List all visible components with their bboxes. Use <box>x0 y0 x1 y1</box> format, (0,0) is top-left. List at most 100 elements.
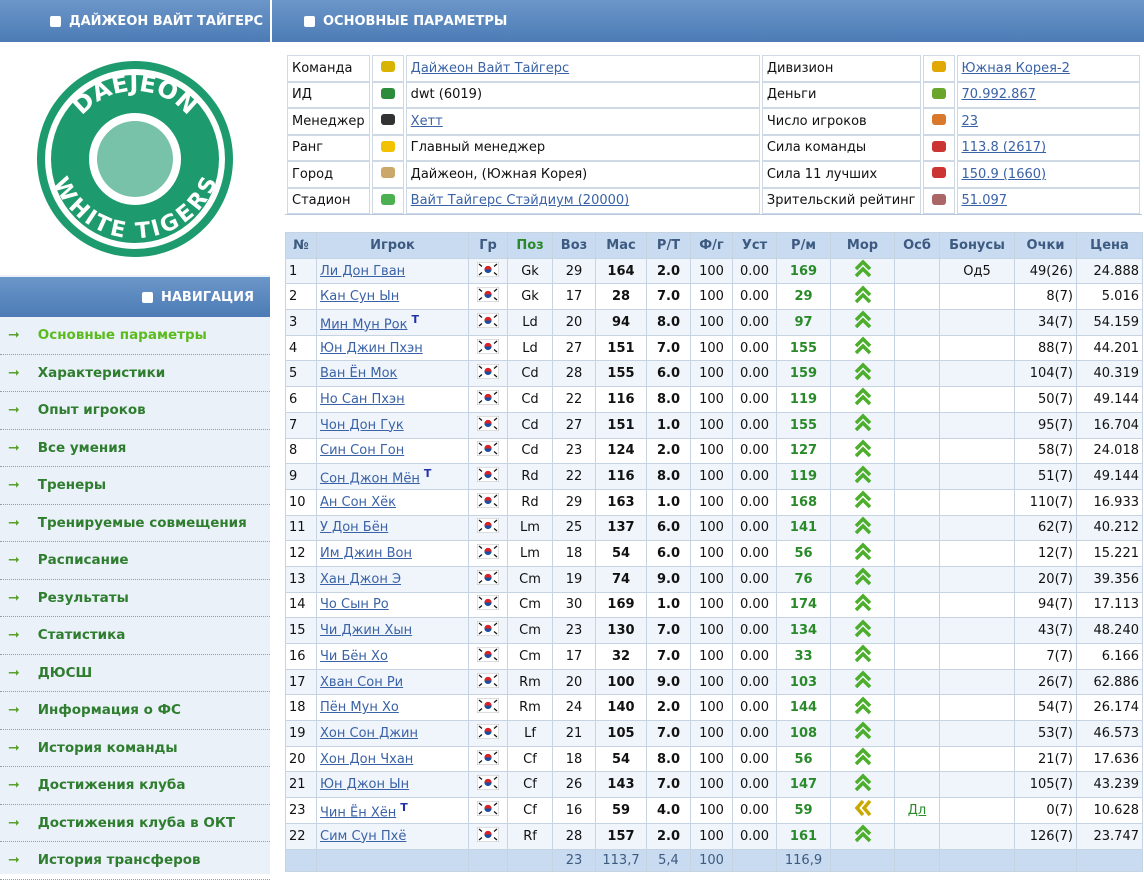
cell-text: 169 <box>607 597 635 613</box>
cell-price: 26.174 <box>1076 694 1143 722</box>
cell-text: 21 <box>565 725 583 741</box>
flag-icon <box>476 338 500 355</box>
info-row: Стадион Вайт Тайгерс Стэйдиум (20000) Зрит… <box>287 187 1140 214</box>
player-link[interactable]: Ван Ён Мок <box>320 366 398 382</box>
icon-image <box>380 87 395 99</box>
cell-mas: 54 <box>595 540 647 567</box>
player-link[interactable]: Хон Дон Чхан <box>320 751 414 767</box>
cell-text: 50(7) <box>1038 391 1073 407</box>
cell-text: 19 <box>565 571 583 587</box>
cell-text: 17 <box>565 648 583 664</box>
player-link[interactable]: Ли Дон Гван <box>320 263 406 279</box>
info-link[interactable]: 23 <box>961 113 979 129</box>
cell-osb <box>894 360 940 388</box>
cell-text: 1.0 <box>656 494 681 510</box>
info-link[interactable]: Южная Корея-2 <box>961 60 1070 76</box>
cell-text: Ld <box>522 340 538 356</box>
cell-rm: 76 <box>776 565 831 593</box>
nav-item[interactable]: ➞ Опыт игроков <box>0 392 270 430</box>
player-link[interactable]: Но Сан Пхэн <box>320 391 405 407</box>
info-link[interactable]: Хетт <box>410 113 443 129</box>
cell-osb <box>894 643 940 670</box>
nav-item[interactable]: ➞ Статистика <box>0 617 270 655</box>
cell-rt: 7.0 <box>646 617 691 644</box>
info-link[interactable]: Дайжеон Вайт Тайгерс <box>410 60 570 76</box>
cell-text: 23 <box>289 802 306 818</box>
nav-item[interactable]: ➞ История команды <box>0 730 270 767</box>
player-link[interactable]: Чо Сын Ро <box>320 597 389 613</box>
cell-osb <box>894 771 940 799</box>
cell-n: 3 <box>285 309 317 336</box>
player-link[interactable]: Юн Джон Ын <box>320 777 410 793</box>
nav-item[interactable]: ➞ Результаты <box>0 580 270 617</box>
cell-text: 8.0 <box>656 391 681 407</box>
player-link[interactable]: Чи Бён Хо <box>320 648 388 664</box>
cell-bonus <box>939 334 1015 362</box>
icon-image <box>380 167 395 179</box>
info-link[interactable]: 70.992.867 <box>961 87 1036 103</box>
info-value: 70.992.867 <box>956 81 1140 108</box>
column-header: Ф/г <box>690 232 733 259</box>
player-row: 16 Чи Бён Хо Cm 17 32 7.0 100 0.00 33 7(7) 6.166 <box>285 643 1143 670</box>
player-link[interactable]: Хван Сон Ри <box>320 674 404 690</box>
nav-item[interactable]: ➞ Достижения клуба <box>0 767 270 805</box>
player-link[interactable]: Кан Сун Ын <box>320 289 400 305</box>
cell-text: 168 <box>789 494 818 510</box>
player-link[interactable]: Им Джин Вон <box>320 546 412 562</box>
cell-text: Cf <box>523 802 537 818</box>
nav-item[interactable]: ➞ Тренеры <box>0 467 270 505</box>
nav-item[interactable]: ➞ Информация о ФС <box>0 692 270 730</box>
info-link[interactable]: 51.097 <box>961 193 1008 209</box>
status-link[interactable]: Дл <box>907 802 927 818</box>
morale-icon <box>854 696 871 714</box>
cell-text: 22 <box>565 469 583 485</box>
cell-bonus <box>939 617 1015 644</box>
nav-item[interactable]: ➞ Характеристики <box>0 355 270 392</box>
player-link[interactable]: Мин Мун Рок <box>320 317 408 333</box>
cell-price: 23.747 <box>1076 822 1143 850</box>
info-link[interactable]: 113.8 (2617) <box>961 140 1047 156</box>
player-link[interactable]: Чин Ён Хён <box>320 805 397 821</box>
nav-item[interactable]: ➞ ДЮСШ <box>0 655 270 692</box>
cell-text: 0.00 <box>740 725 769 741</box>
cell-name: Ван Ён Мок <box>316 360 469 388</box>
player-link[interactable]: Пён Мун Хо <box>320 700 399 716</box>
cell-bonus <box>939 720 1015 747</box>
info-link[interactable]: 150.9 (1660) <box>961 166 1047 182</box>
nav-item[interactable]: ➞ Все умения <box>0 430 270 467</box>
info-value: dwt (6019) <box>405 81 760 108</box>
cell-text: 23 <box>565 443 583 459</box>
nav-item[interactable]: ➞ Основные параметры <box>0 317 270 355</box>
player-link[interactable]: Чи Джин Хын <box>320 623 413 639</box>
player-link[interactable]: Хан Джон Э <box>320 571 402 587</box>
cell-name: Хван Сон Ри <box>316 668 469 696</box>
icon-image <box>931 114 946 126</box>
nav-item[interactable]: ➞ Достижения клуба в ОКТ <box>0 805 270 842</box>
info-link[interactable]: Вайт Тайгерс Стэйдиум (20000) <box>410 193 630 209</box>
cell-flag <box>468 694 508 722</box>
cell-pos: Rf <box>507 822 553 850</box>
player-link[interactable]: У Дон Бён <box>320 520 389 536</box>
cell-n: 23 <box>285 797 317 824</box>
cell-age: 29 <box>552 257 596 285</box>
info-icon <box>922 108 955 135</box>
player-link[interactable]: Хон Сон Джин <box>320 725 418 741</box>
cell-text: 116 <box>607 469 635 485</box>
nav-item[interactable]: ➞ Расписание <box>0 542 270 580</box>
player-link[interactable]: Син Сон Гон <box>320 443 405 459</box>
player-link[interactable]: Сон Джон Мён <box>320 471 420 487</box>
cell-rm: 56 <box>776 745 831 773</box>
cell-n: 11 <box>285 514 317 542</box>
cell-text: 11 <box>289 520 306 536</box>
nav-item[interactable]: ➞ Тренируемые совмещения <box>0 505 270 542</box>
player-link[interactable]: Сим Сун Пхё <box>320 828 407 844</box>
cell-text: 100 <box>699 417 724 433</box>
cell-ust: 0.00 <box>732 797 777 824</box>
flag-icon <box>476 594 500 611</box>
cell-rm: 33 <box>776 643 831 670</box>
cell-fg: 100 <box>690 617 733 644</box>
player-link[interactable]: Чон Дон Гук <box>320 417 404 433</box>
cell-bonus <box>939 565 1015 593</box>
player-link[interactable]: Ан Сон Хёк <box>320 494 396 510</box>
player-link[interactable]: Юн Джин Пхэн <box>320 340 423 356</box>
